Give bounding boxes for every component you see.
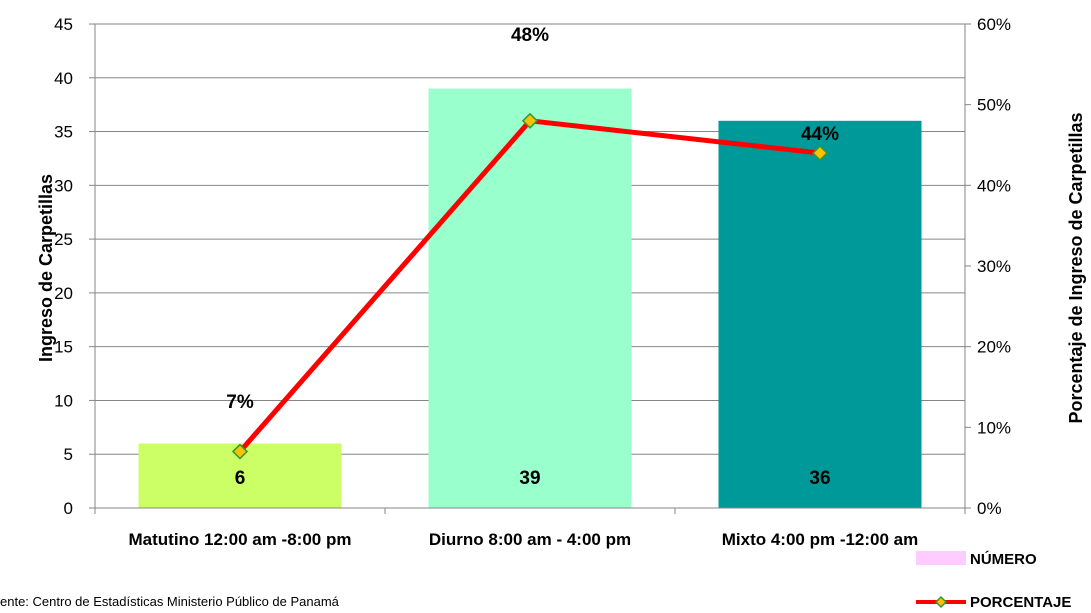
legend-label-porcentaje: PORCENTAJE — [970, 594, 1071, 611]
bar-value-label: 6 — [235, 468, 246, 489]
right-tick-label: 60% — [977, 15, 1011, 34]
left-tick-label: 0 — [64, 499, 73, 518]
legend-swatch-numero — [916, 551, 966, 565]
legend-label-numero: NÚMERO — [970, 550, 1037, 568]
bar-value-label: 36 — [809, 468, 830, 489]
bar — [428, 88, 632, 509]
left-tick-label: 30 — [54, 176, 73, 195]
bar — [718, 120, 922, 509]
percentage-line-group — [231, 112, 829, 460]
category-label: Mixto 4:00 pm -12:00 am — [722, 530, 919, 549]
left-tick-label: 35 — [54, 123, 73, 142]
percentage-value-label: 7% — [226, 392, 254, 413]
left-tick-label: 15 — [54, 338, 73, 357]
left-tick-label: 10 — [54, 391, 73, 410]
right-tick-label: 20% — [977, 338, 1011, 357]
left-tick-label: 40 — [54, 69, 73, 88]
category-label: Diurno 8:00 am - 4:00 pm — [429, 530, 631, 549]
left-tick-label: 20 — [54, 284, 73, 303]
percentage-marker — [231, 443, 249, 460]
bars-group — [138, 88, 922, 509]
percentage-value-label: 48% — [511, 25, 549, 46]
right-tick-label: 40% — [977, 176, 1011, 195]
bar-value-label: 39 — [519, 468, 540, 489]
legend: NÚMERO PORCENTAJE — [916, 550, 1071, 611]
y2-axis-title: Porcentaje de Ingreso de Carpetillas — [1066, 112, 1086, 423]
category-label: Matutino 12:00 am -8:00 pm — [129, 530, 352, 549]
percentage-marker — [521, 112, 539, 129]
data-labels: 6 39 36 7% 48% 44% — [226, 25, 839, 489]
source-note: ente: Centro de Estadísticas Ministerio … — [0, 594, 340, 609]
percentage-marker — [811, 145, 829, 162]
right-tick-label: 10% — [977, 418, 1011, 437]
category-labels: Matutino 12:00 am -8:00 pm Diurno 8:00 am… — [129, 530, 919, 549]
legend-marker-porcentaje — [934, 595, 948, 609]
left-axis-ticks: 0 5 10 15 20 25 30 35 40 45 — [54, 15, 73, 518]
right-tick-label: 0% — [977, 499, 1002, 518]
left-tick-label: 45 — [54, 15, 73, 34]
right-tick-label: 30% — [977, 257, 1011, 276]
right-tick-label: 50% — [977, 96, 1011, 115]
percentage-value-label: 44% — [801, 124, 839, 145]
left-tick-label: 5 — [64, 445, 73, 464]
axes — [89, 23, 971, 514]
right-axis-ticks: 0% 10% 20% 30% 40% 50% 60% — [977, 15, 1011, 518]
y-axis-title: Ingreso de Carpetillas — [36, 174, 56, 362]
left-tick-label: 25 — [54, 230, 73, 249]
